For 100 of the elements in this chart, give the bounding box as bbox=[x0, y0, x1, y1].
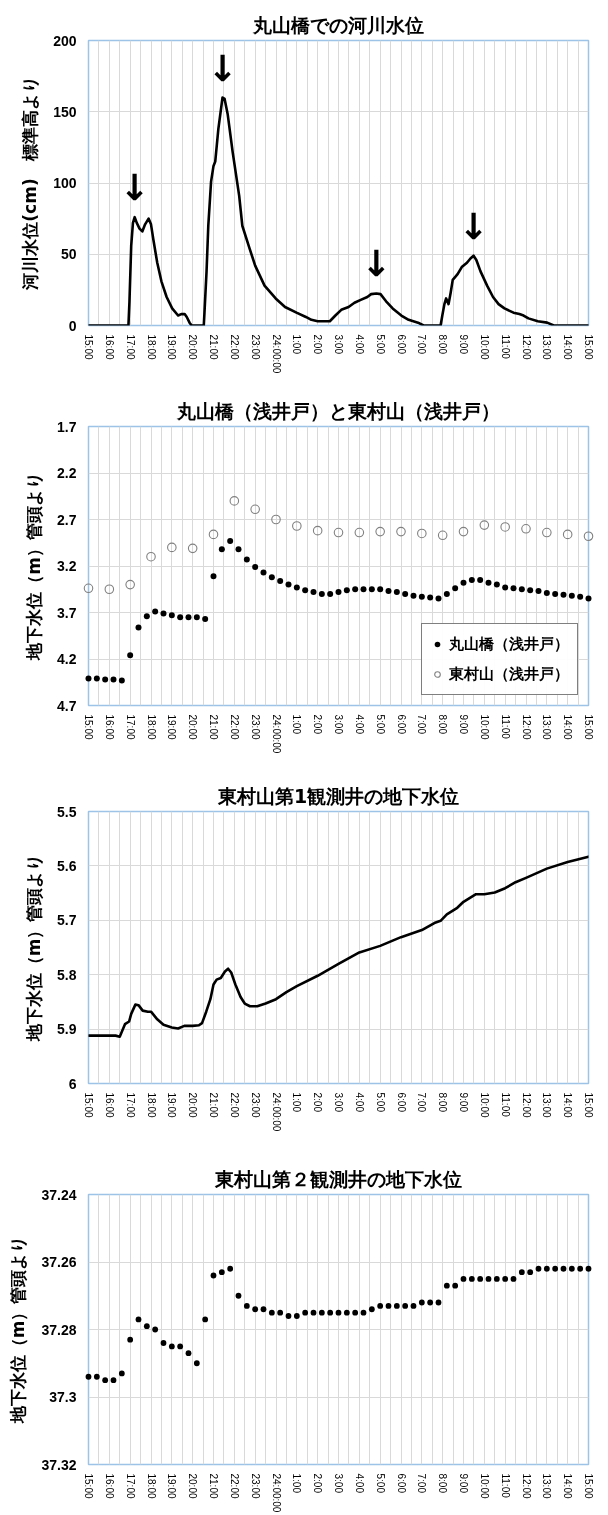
annotation: ↓ bbox=[458, 205, 489, 247]
x-tick-label: 16:00 bbox=[103, 714, 115, 740]
x-tick-label: 11:00 bbox=[499, 334, 511, 360]
x-tick-label: 18:00 bbox=[145, 334, 157, 360]
point bbox=[500, 522, 510, 532]
x-tick-label: 18:00 bbox=[145, 1092, 157, 1118]
y-tick-label: 2.2 bbox=[57, 465, 77, 481]
x-tick-label: 1:00 bbox=[291, 714, 303, 735]
y-tick-label: 6 bbox=[68, 1075, 77, 1092]
x-tick-label: 6:00 bbox=[395, 1473, 407, 1494]
y-tick-label: 5.6 bbox=[57, 857, 77, 874]
x-tick-label: 24:00:00 bbox=[270, 714, 282, 754]
x-tick-label: 21:00 bbox=[208, 1092, 219, 1118]
y-tick-label: 150 bbox=[53, 103, 77, 120]
x-tick-label: 8:00 bbox=[437, 334, 449, 355]
x-tick-label: 15:00 bbox=[583, 714, 594, 740]
point bbox=[479, 520, 490, 530]
x-tick-label: 16:00 bbox=[103, 1092, 115, 1118]
point bbox=[104, 584, 115, 595]
x-tick-label: 15:00 bbox=[83, 1092, 94, 1118]
annotation: ↓ bbox=[207, 47, 238, 89]
y-axis-title: 河川水位(cm) 標準高より bbox=[20, 76, 41, 291]
y-axis-title: 地下水位（m）管頭より bbox=[24, 472, 45, 661]
point bbox=[312, 525, 323, 536]
x-tick-label: 22:00 bbox=[228, 1092, 240, 1118]
x-tick-label: 20:00 bbox=[187, 1473, 199, 1499]
x-tick-label: 17:00 bbox=[124, 334, 136, 360]
point bbox=[417, 528, 427, 539]
x-tick-label: 18:00 bbox=[145, 1473, 157, 1499]
y-tick-label: 5.7 bbox=[57, 912, 77, 929]
x-tick-label: 12:00 bbox=[520, 1473, 532, 1499]
x-tick-label: 9:00 bbox=[458, 334, 469, 355]
point bbox=[187, 543, 198, 554]
point bbox=[562, 529, 573, 540]
x-tick-label: 13:00 bbox=[541, 334, 553, 360]
x-tick-label: 14:00 bbox=[562, 1473, 574, 1499]
x-tick-label: 2:00 bbox=[312, 334, 324, 355]
text: 丸山橋（浅井戸） bbox=[449, 633, 569, 655]
y-tick-label: 5.5 bbox=[57, 803, 77, 820]
x-tick-label: 12:00 bbox=[520, 714, 532, 740]
x-tick-label: 20:00 bbox=[187, 1092, 199, 1118]
y-tick-label: 0 bbox=[68, 317, 77, 334]
x-tick-label: 1:00 bbox=[291, 334, 303, 355]
x-tick-label: 4:00 bbox=[353, 1473, 365, 1494]
x-tick-label: 12:00 bbox=[520, 1092, 532, 1118]
x-tick-label: 7:00 bbox=[416, 1092, 428, 1113]
x-tick-label: 2:00 bbox=[312, 714, 324, 735]
x-tick-label: 6:00 bbox=[395, 1092, 407, 1113]
x-tick-label: 7:00 bbox=[416, 1473, 428, 1494]
x-tick-label: 6:00 bbox=[395, 714, 407, 735]
x-tick-label: 21:00 bbox=[208, 1473, 219, 1499]
x-tick-label: 1:00 bbox=[291, 1092, 303, 1113]
x-tick-label: 16:00 bbox=[103, 334, 115, 360]
x-tick-label: 15:00 bbox=[583, 1473, 594, 1499]
x-tick-label: 9:00 bbox=[458, 1092, 469, 1113]
x-tick-label: 7:00 bbox=[416, 334, 428, 355]
x-tick-label: 5:00 bbox=[374, 1092, 386, 1113]
x-tick-label: 24:00:00 bbox=[270, 334, 282, 374]
point bbox=[437, 530, 448, 541]
x-tick-label: 9:00 bbox=[458, 714, 469, 735]
y-tick-label: 5.8 bbox=[57, 966, 77, 983]
point bbox=[542, 527, 552, 538]
x-tick-label: 19:00 bbox=[166, 714, 178, 740]
y-axis-title: 地下水位（m）管頭より bbox=[24, 853, 45, 1043]
x-tick-label: 22:00 bbox=[228, 1473, 240, 1499]
x-tick-label: 15:00 bbox=[83, 714, 94, 740]
x-tick-label: 11:00 bbox=[499, 1473, 511, 1499]
x-tick-label: 5:00 bbox=[374, 334, 386, 355]
x-tick-label: 4:00 bbox=[353, 1092, 365, 1113]
point bbox=[250, 504, 260, 515]
x-tick-label: 17:00 bbox=[124, 1092, 136, 1118]
x-tick-label: 2:00 bbox=[312, 1473, 324, 1494]
x-tick-label: 23:00 bbox=[249, 1092, 261, 1118]
chart-title: 東村山第1観測井の地下水位 bbox=[216, 784, 460, 807]
x-tick-label: 22:00 bbox=[228, 334, 240, 360]
x-tick-label: 15:00 bbox=[83, 334, 94, 360]
y-tick-label: 200 bbox=[53, 32, 77, 49]
x-tick-label: 19:00 bbox=[166, 1092, 178, 1118]
point bbox=[167, 542, 177, 553]
y-tick-label: 3.2 bbox=[57, 558, 77, 574]
point bbox=[333, 527, 344, 538]
legend-label: 東村山（浅井戸） bbox=[449, 663, 569, 685]
point bbox=[292, 521, 302, 531]
x-tick-label: 14:00 bbox=[562, 714, 574, 740]
x-tick-label: 3:00 bbox=[333, 714, 344, 735]
x-tick-label: 9:00 bbox=[458, 1473, 469, 1494]
point bbox=[583, 531, 594, 542]
x-tick-label: 17:00 bbox=[124, 1473, 136, 1499]
point bbox=[354, 527, 365, 538]
x-tick-label: 15:00 bbox=[583, 1092, 594, 1118]
y-tick-label: 3.7 bbox=[57, 604, 77, 621]
point bbox=[229, 496, 240, 506]
chart-title: 丸山橋（浅井戸）と東村山（浅井戸） bbox=[176, 399, 500, 422]
y-tick-label: 2.7 bbox=[57, 511, 77, 528]
x-tick-label: 17:00 bbox=[124, 714, 136, 740]
x-tick-label: 20:00 bbox=[187, 714, 199, 740]
point bbox=[125, 579, 135, 590]
x-tick-label: 23:00 bbox=[249, 714, 261, 740]
x-tick-label: 19:00 bbox=[166, 334, 178, 360]
point bbox=[521, 524, 531, 534]
